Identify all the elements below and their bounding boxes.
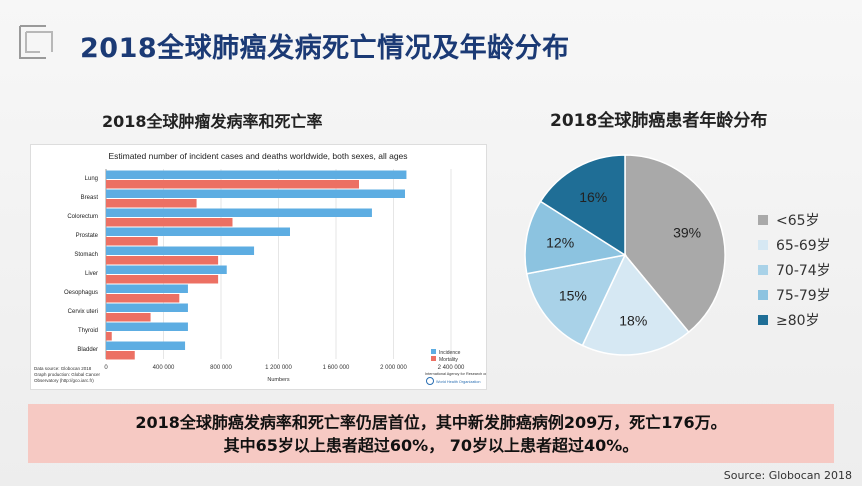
page-title: 2018全球肺癌发病死亡情况及年龄分布 — [80, 33, 570, 64]
pie-slice — [539, 154, 626, 257]
org-label: International Agency for Research on Can… — [425, 372, 486, 376]
category-label: Liver — [85, 271, 98, 277]
legend-label: 75-79岁 — [776, 287, 831, 304]
legend-item: ≥80岁 — [758, 307, 831, 332]
x-tick-label: 1 200 000 — [265, 365, 292, 371]
bar-incidence — [106, 303, 188, 312]
bar-mortality — [106, 313, 151, 322]
legend-label: <65岁 — [776, 212, 820, 229]
bar-mortality — [106, 180, 359, 189]
footnote: Graph production: Global Cancer — [34, 372, 101, 377]
x-axis-label: Numbers — [267, 377, 290, 383]
bar-mortality — [106, 275, 219, 284]
category-label: Oesophagus — [64, 290, 98, 296]
legend-swatch — [758, 214, 768, 225]
bar-mortality — [106, 256, 219, 265]
legend-swatch — [758, 239, 768, 250]
legend-item: 65-69岁 — [758, 232, 831, 257]
logo-icon — [19, 25, 53, 59]
who-icon — [426, 377, 434, 385]
legend-swatch — [758, 264, 768, 275]
legend-label: Incidence — [439, 350, 461, 356]
x-tick-label: 2 000 000 — [380, 365, 407, 371]
bar-mortality — [106, 237, 158, 246]
bar-mortality — [106, 332, 112, 341]
legend-label: Mortality — [439, 357, 458, 363]
org-label-who: World Health Organization — [436, 380, 480, 384]
category-label: Lung — [85, 176, 98, 182]
category-label: Cervix uteri — [68, 309, 98, 315]
summary-box: 2018全球肺癌发病率和死亡率仍居首位，其中新发肺癌病例209万，死亡176万。… — [28, 404, 834, 463]
x-tick-label: 1 600 000 — [323, 365, 350, 371]
bar-chart-subtitle: 2018全球肿瘤发病率和死亡率 — [102, 112, 323, 131]
bar-incidence — [106, 341, 186, 350]
legend-label: 65-69岁 — [776, 237, 831, 254]
pie-slice-label: 12% — [546, 235, 574, 251]
pie-slice — [525, 253, 627, 347]
category-label: Breast — [81, 195, 99, 201]
pie-chart-panel: 39% 18% 15% 12% 16% — [520, 150, 730, 360]
bar-mortality — [106, 199, 197, 208]
legend-item: 70-74岁 — [758, 257, 831, 282]
pie-slice-label: 16% — [579, 189, 607, 205]
x-tick-label: 400 000 — [153, 365, 175, 371]
footnote: Data source: Globocan 2018 — [34, 366, 92, 371]
bar-chart-title: Estimated number of incident cases and d… — [108, 151, 407, 161]
bar-incidence — [106, 170, 407, 179]
legend-swatch — [758, 289, 768, 300]
bar-incidence — [106, 265, 227, 274]
pie-slice — [581, 253, 690, 356]
pie-slice — [624, 154, 726, 334]
legend-swatch — [431, 349, 436, 354]
summary-line-2: 其中65岁以上患者超过60%， 70岁以上患者超过40%。 — [223, 435, 639, 455]
bar-incidence — [106, 246, 255, 255]
pie-slice-label: 39% — [673, 225, 701, 241]
pie-legend: <65岁 65-69岁 70-74岁 75-79岁 ≥80岁 — [758, 207, 831, 332]
category-label: Colorectum — [67, 214, 98, 220]
x-tick-label: 800 000 — [210, 365, 232, 371]
footnote: Observatory (http://gco.iarc.fr) — [34, 378, 94, 383]
bar-chart-panel: Estimated number of incident cases and d… — [30, 144, 487, 390]
bar-mortality — [106, 218, 233, 227]
legend-swatch — [758, 314, 768, 325]
category-label: Stomach — [74, 252, 98, 258]
source-note: Source: Globocan 2018 — [723, 469, 852, 482]
category-label: Bladder — [77, 347, 98, 353]
bar-mortality — [106, 294, 180, 303]
pie-slice-label: 18% — [619, 312, 647, 328]
summary-line-1: 2018全球肺癌发病率和死亡率仍居首位，其中新发肺癌病例209万，死亡176万。 — [135, 412, 727, 432]
x-tick-label: 2 400 000 — [438, 365, 465, 371]
bar-chart: Estimated number of incident cases and d… — [34, 151, 486, 385]
x-tick-label: 0 — [104, 365, 108, 371]
bar-incidence — [106, 322, 188, 331]
bar-mortality — [106, 351, 135, 360]
pie-chart: 39% 18% 15% 12% 16% — [524, 154, 726, 356]
legend-swatch — [431, 356, 436, 361]
legend-label: ≥80岁 — [776, 312, 820, 329]
legend-label: 70-74岁 — [776, 262, 831, 279]
pie-slice-label: 15% — [559, 287, 587, 303]
bar-incidence — [106, 189, 405, 198]
category-label: Thyroid — [78, 328, 98, 334]
bar-incidence — [106, 208, 372, 217]
pie-chart-subtitle: 2018全球肺癌患者年龄分布 — [550, 111, 768, 131]
legend-item: <65岁 — [758, 207, 831, 232]
bar-incidence — [106, 284, 188, 293]
category-label: Prostate — [76, 233, 99, 239]
legend-item: 75-79岁 — [758, 282, 831, 307]
pie-slice — [524, 200, 628, 275]
bar-incidence — [106, 227, 290, 236]
